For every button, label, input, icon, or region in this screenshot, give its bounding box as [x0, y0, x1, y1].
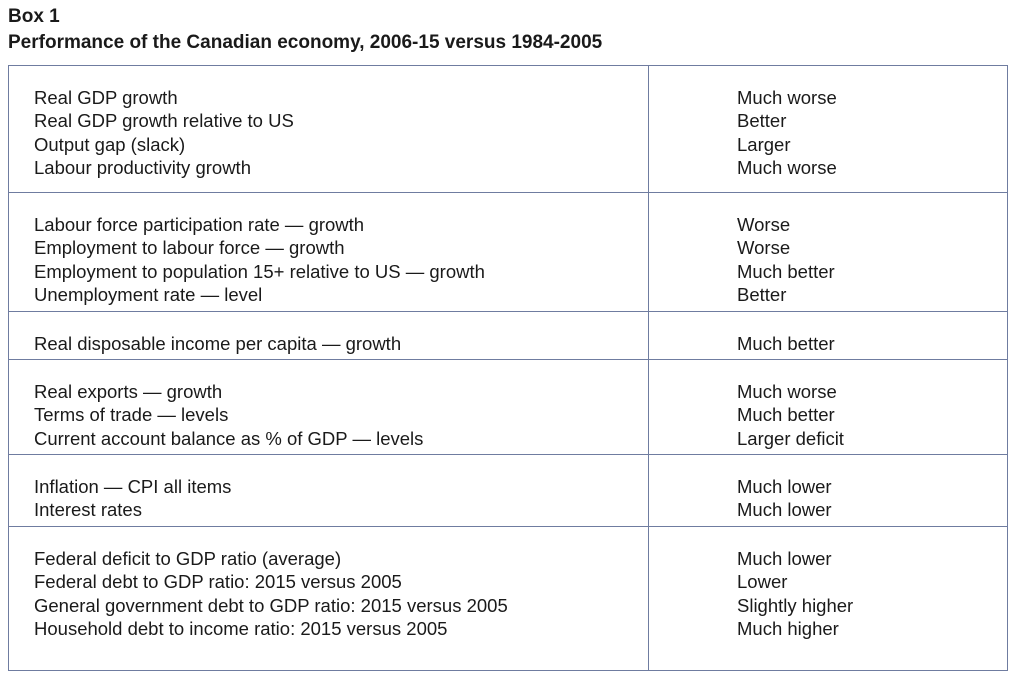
assessment-text: Worse — [737, 214, 791, 235]
assessment-text: Much better — [737, 333, 835, 354]
indicator-cell: Federal deficit to GDP ratio (average) F… — [8, 526, 649, 671]
indicator-cell: Real GDP growth Real GDP growth relative… — [8, 65, 649, 193]
indicator-text: Labour force participation rate — growth — [34, 214, 365, 235]
indicator-text: Real GDP growth — [34, 87, 178, 108]
group-debt: Federal deficit to GDP ratio (average) F… — [8, 526, 1008, 671]
assessment-cell: Worse Worse Much better Better — [648, 192, 1008, 312]
indicator-text: Inflation — CPI all items — [34, 476, 232, 497]
group-output: Real GDP growth Real GDP growth relative… — [8, 65, 1008, 193]
group-trade: Real exports — growth Terms of trade — l… — [8, 359, 1008, 455]
indicator-text: Output gap (slack) — [34, 133, 186, 155]
indicator-text: Employment to population 15+ relative to… — [34, 260, 485, 282]
indicator-text: Federal deficit to GDP ratio (average) — [34, 548, 342, 569]
indicator-text: Real GDP growth relative to US — [34, 110, 294, 132]
indicator-text: Unemployment rate — level — [34, 284, 263, 306]
assessment-text: Slightly higher — [737, 594, 854, 616]
indicator-text: Household debt to income ratio: 2015 ver… — [34, 618, 448, 640]
assessment-text: Much worse — [737, 87, 837, 108]
assessment-text: Much lower — [737, 499, 832, 521]
performance-table: Real GDP growth Real GDP growth relative… — [8, 65, 1008, 671]
assessment-text: Much higher — [737, 618, 839, 640]
group-income: Real disposable income per capita — grow… — [8, 311, 1008, 360]
assessment-text: Lower — [737, 571, 788, 593]
assessment-cell: Much worse Much better Larger deficit — [648, 359, 1008, 455]
assessment-cell: Much lower Much lower — [648, 454, 1008, 527]
indicator-text: Labour productivity growth — [34, 157, 251, 179]
assessment-text: Much lower — [737, 548, 832, 569]
box-label: Box 1 — [8, 6, 60, 27]
box-header: Box 1 Performance of the Canadian econom… — [8, 4, 602, 56]
indicator-text: Real disposable income per capita — grow… — [34, 333, 402, 354]
indicator-text: Current account balance as % of GDP — le… — [34, 427, 424, 449]
assessment-text: Larger — [737, 133, 791, 155]
indicator-text: Employment to labour force — growth — [34, 237, 345, 259]
assessment-text: Much worse — [737, 381, 837, 402]
indicator-text: General government debt to GDP ratio: 20… — [34, 594, 508, 616]
indicator-cell: Real disposable income per capita — grow… — [8, 311, 649, 360]
indicator-text: Federal debt to GDP ratio: 2015 versus 2… — [34, 571, 402, 593]
assessment-text: Much worse — [737, 157, 837, 179]
assessment-text: Larger deficit — [737, 427, 844, 449]
indicator-cell: Inflation — CPI all items Interest rates — [8, 454, 649, 527]
assessment-text: Better — [737, 284, 787, 306]
assessment-text: Worse — [737, 237, 791, 259]
assessment-text: Much better — [737, 260, 835, 282]
assessment-text: Better — [737, 110, 787, 132]
box-title: Performance of the Canadian economy, 200… — [8, 32, 603, 53]
group-labour: Labour force participation rate — growth… — [8, 192, 1008, 312]
assessment-cell: Much lower Lower Slightly higher Much hi… — [649, 527, 1008, 671]
indicator-cell: Labour force participation rate — growth… — [8, 192, 649, 312]
indicator-cell: Real exports — growth Terms of trade — l… — [8, 359, 649, 455]
assessment-cell: Much worse Better Larger Much worse — [648, 65, 1008, 193]
assessment-cell: Much better — [648, 311, 1008, 360]
indicator-text: Interest rates — [34, 499, 142, 521]
indicator-text: Real exports — growth — [34, 381, 223, 402]
assessment-text: Much better — [737, 404, 835, 426]
indicator-text: Terms of trade — levels — [34, 404, 229, 426]
group-prices: Inflation — CPI all items Interest rates… — [8, 454, 1008, 527]
assessment-text: Much lower — [737, 476, 832, 497]
